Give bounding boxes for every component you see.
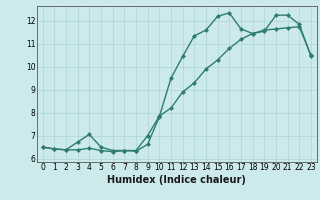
X-axis label: Humidex (Indice chaleur): Humidex (Indice chaleur) <box>108 175 246 185</box>
